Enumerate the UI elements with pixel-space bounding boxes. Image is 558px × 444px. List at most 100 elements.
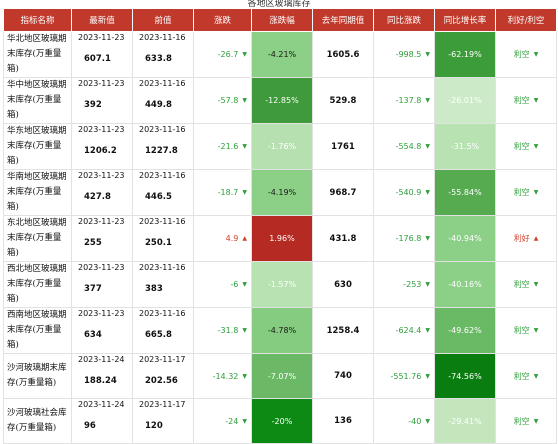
- column-header[interactable]: 前值: [132, 8, 194, 32]
- column-header[interactable]: 指标名称: [3, 8, 72, 32]
- triangle-down-icon: ▼: [242, 97, 247, 104]
- change-pct-value: -7.07%: [267, 371, 297, 381]
- yoy-pct-value: -62.19%: [448, 50, 482, 59]
- table-row: 西北地区玻璃期末库存(万重量箱) 2023-11-23 377 2023-11-…: [3, 261, 557, 308]
- signal-cell: 利空 ▼: [495, 77, 557, 124]
- signal-cell: 利空 ▼: [495, 169, 557, 216]
- indicator-name: 沙河玻璃期末库存(万重量箱): [3, 353, 72, 399]
- previous-value: 446.5: [145, 192, 172, 202]
- change-pct-value: -4.78%: [267, 326, 297, 335]
- latest-value: 96: [84, 421, 96, 431]
- latest-value: 377: [84, 284, 102, 294]
- change-pct-value: -1.76%: [267, 142, 297, 151]
- column-header[interactable]: 涨跌: [193, 8, 252, 32]
- latest-cell: 2023-11-23 255: [71, 215, 133, 262]
- yoy-change-cell: -137.8 ▼: [373, 77, 435, 124]
- yoy-change-cell: -624.4 ▼: [373, 307, 435, 354]
- table-row: 华中地区玻璃期末库存(万重量箱) 2023-11-23 392 2023-11-…: [3, 77, 557, 124]
- triangle-up-icon: ▲: [533, 235, 539, 242]
- triangle-down-icon: ▼: [533, 281, 539, 288]
- change-value: -6: [230, 280, 239, 289]
- triangle-down-icon: ▼: [242, 51, 247, 58]
- column-header[interactable]: 去年同期值: [312, 8, 374, 32]
- latest-date: 2023-11-23: [78, 171, 125, 180]
- triangle-down-icon: ▼: [242, 372, 247, 380]
- last-year-value: 1605.6: [312, 31, 374, 78]
- latest-cell: 2023-11-24 96: [71, 398, 133, 444]
- change-pct-cell: -1.76%: [251, 123, 313, 170]
- last-year-value: 630: [312, 261, 374, 308]
- triangle-down-icon: ▼: [425, 372, 430, 380]
- yoy-change-value: -253: [403, 280, 422, 289]
- change-cell: -21.6 ▼: [193, 123, 252, 170]
- triangle-up-icon: ▲: [242, 235, 247, 242]
- yoy-pct-cell: -49.62%: [434, 307, 496, 354]
- previous-value: 250.1: [145, 238, 172, 248]
- indicator-name: 华东地区玻璃期末库存(万重量箱): [3, 123, 72, 170]
- column-header[interactable]: 涨跌幅: [251, 8, 313, 32]
- latest-date: 2023-11-23: [78, 33, 125, 42]
- latest-cell: 2023-11-23 377: [71, 261, 133, 308]
- change-value: -21.6: [217, 142, 239, 151]
- latest-value: 188.24: [84, 376, 117, 386]
- previous-cell: 2023-11-16 383: [132, 261, 194, 308]
- indicator-name: 沙河玻璃社会库存(万重量箱): [3, 398, 72, 444]
- yoy-pct-cell: -26.01%: [434, 77, 496, 124]
- triangle-down-icon: ▼: [242, 189, 247, 196]
- previous-date: 2023-11-17: [139, 400, 186, 409]
- previous-date: 2023-11-16: [139, 33, 186, 42]
- change-pct-cell: -4.78%: [251, 307, 313, 354]
- yoy-change-cell: -540.9 ▼: [373, 169, 435, 216]
- latest-value: 392: [84, 100, 102, 110]
- change-pct-value: -4.19%: [267, 188, 297, 197]
- triangle-down-icon: ▼: [242, 417, 247, 425]
- change-pct-value: 1.96%: [269, 234, 295, 243]
- table-caption: 各地区玻璃库存: [247, 0, 311, 9]
- signal-value: 利空: [513, 371, 530, 381]
- column-header[interactable]: 最新值: [71, 8, 133, 32]
- latest-date: 2023-11-23: [78, 125, 125, 134]
- change-pct-value: -12.85%: [265, 96, 299, 105]
- signal-cell: 利空 ▼: [495, 307, 557, 354]
- last-year-value: 529.8: [312, 77, 374, 124]
- table-row: 华东地区玻璃期末库存(万重量箱) 2023-11-23 1206.2 2023-…: [3, 123, 557, 170]
- triangle-down-icon: ▼: [533, 97, 539, 104]
- latest-cell: 2023-11-24 188.24: [71, 353, 133, 399]
- change-cell: -57.8 ▼: [193, 77, 252, 124]
- signal-cell: 利空 ▼: [495, 398, 557, 444]
- previous-cell: 2023-11-16 250.1: [132, 215, 194, 262]
- latest-date: 2023-11-23: [78, 263, 125, 272]
- triangle-down-icon: ▼: [425, 235, 430, 242]
- triangle-down-icon: ▼: [425, 143, 430, 150]
- signal-value: 利空: [513, 416, 530, 426]
- yoy-change-value: -40: [408, 416, 422, 426]
- previous-value: 633.8: [145, 54, 172, 64]
- signal-value: 利空: [513, 50, 530, 59]
- latest-cell: 2023-11-23 392: [71, 77, 133, 124]
- previous-value: 665.8: [145, 330, 172, 340]
- triangle-down-icon: ▼: [533, 417, 539, 425]
- last-year-value: 136: [312, 398, 374, 444]
- latest-date: 2023-11-24: [78, 355, 125, 364]
- indicator-name: 东北地区玻璃期末库存(万重量箱): [3, 215, 72, 262]
- yoy-change-cell: -998.5 ▼: [373, 31, 435, 78]
- indicator-name: 华中地区玻璃期末库存(万重量箱): [3, 77, 72, 124]
- column-header[interactable]: 利好/利空: [495, 8, 557, 32]
- signal-cell: 利空 ▼: [495, 31, 557, 78]
- yoy-pct-cell: -40.16%: [434, 261, 496, 308]
- column-header[interactable]: 同比涨跌: [373, 8, 435, 32]
- previous-cell: 2023-11-16 446.5: [132, 169, 194, 216]
- triangle-down-icon: ▼: [533, 51, 539, 58]
- yoy-pct-cell: -40.94%: [434, 215, 496, 262]
- change-cell: 4.9 ▲: [193, 215, 252, 262]
- yoy-change-value: -540.9: [395, 188, 422, 197]
- latest-value: 1206.2: [84, 146, 117, 156]
- yoy-pct-value: -29.41%: [448, 416, 482, 426]
- triangle-down-icon: ▼: [425, 189, 430, 196]
- yoy-pct-cell: -62.19%: [434, 31, 496, 78]
- previous-cell: 2023-11-16 449.8: [132, 77, 194, 124]
- triangle-down-icon: ▼: [533, 372, 539, 380]
- column-header[interactable]: 同比增长率: [434, 8, 496, 32]
- change-cell: -31.8 ▼: [193, 307, 252, 354]
- yoy-change-cell: -253 ▼: [373, 261, 435, 308]
